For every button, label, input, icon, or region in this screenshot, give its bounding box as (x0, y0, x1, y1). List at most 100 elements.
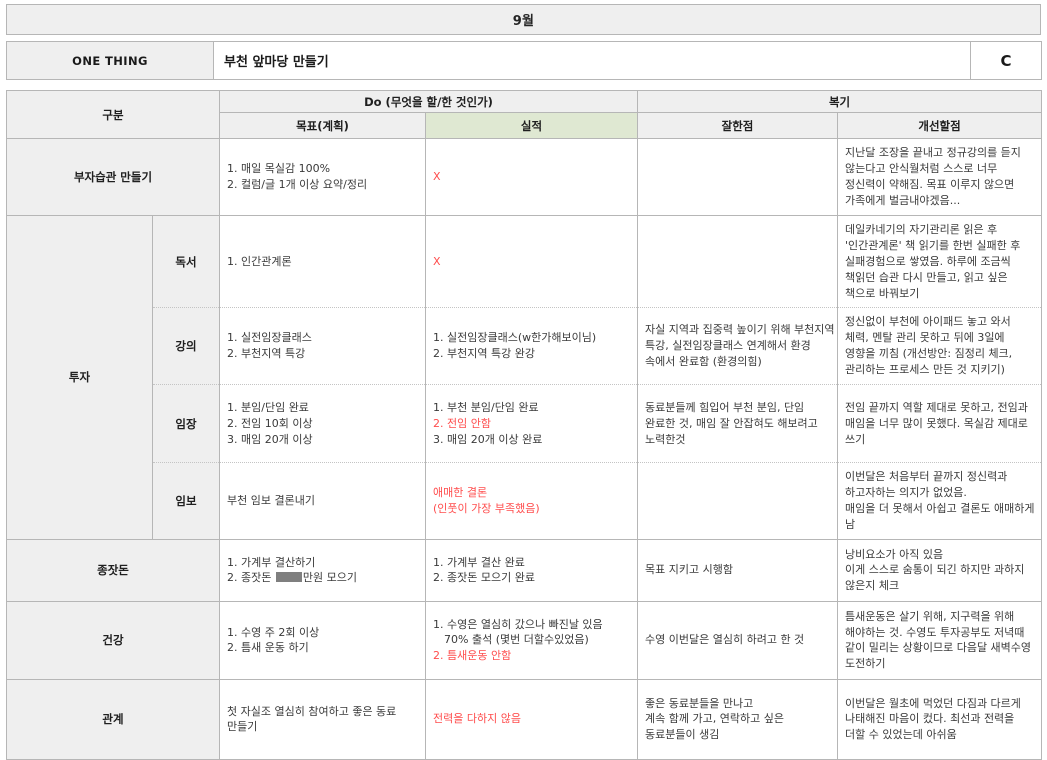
table-row: 부자습관 만들기 1. 매일 목실감 100% 2. 컬럼/글 1개 이상 요약/정… (5, 138, 1043, 216)
text-line: 데일카네기의 자기관리론 읽은 후 (845, 222, 998, 236)
text-line: 쓰기 (845, 432, 866, 446)
cell-improve[interactable]: 전임 끝까지 역할 제대로 못하고, 전임과 매임을 너무 많이 못했다. 목실감… (837, 384, 1043, 464)
cell-actual[interactable]: 1. 부천 분임/단임 완료 2. 전임 안함 3. 매임 20개 이상 완료 (425, 384, 639, 464)
text-line: 지난달 조장을 끝내고 정규강의를 듣지 (845, 146, 1021, 159)
cell-actual[interactable]: 애매한 결론 (인풋이 가장 부족했음) (425, 462, 639, 540)
text-line: 1. 가계부 결산 완료 (433, 555, 525, 569)
cell-improve[interactable]: 틈새운동은 살기 위해, 지구력을 위해 해야하는 것. 수영도 투자공부도 저녁… (837, 600, 1043, 680)
text-line: 속에서 완료함 (환경의힘) (645, 355, 762, 369)
review-grid: 구분 Do (무엇을 할/한 것인가) 복기 목표(계획) 실적 잘한점 개선할… (5, 90, 1043, 760)
text-line: 해야하는 것. 수영도 투자공부도 저녁때 (845, 625, 1025, 639)
row-subcategory: 강의 (151, 307, 221, 386)
cell-improve[interactable]: 이번달은 월초에 먹었던 다짐과 다르게 나태해진 마음이 컸다. 최선과 전력을… (837, 678, 1043, 760)
text-line: 자실 지역과 집중력 높이기 위해 부천지역 (645, 323, 835, 337)
column-group-do: Do (무엇을 할/한 것인가) (219, 90, 639, 113)
table-row: 강의 1. 실전임장클래스 2. 부천지역 특강 1. 실전임장클래스(w한가해보이님… (7, 307, 1043, 386)
cell-actual[interactable]: 전력을 다하지 않음 (425, 678, 639, 760)
cell-improve[interactable]: 지난달 조장을 끝내고 정규강의를 듣지 않는다고 안식월처럼 스스로 너무 정신력… (837, 138, 1043, 216)
cell-goal[interactable]: 1. 인간관계론 (219, 214, 427, 309)
grid-header: 구분 Do (무엇을 할/한 것인가) 복기 목표(계획) 실적 잘한점 개선할… (5, 90, 1043, 139)
text-line: 매임을 더 못해서 아쉽고 결론도 애매하게 (845, 502, 1035, 516)
text-line: 부천 임보 결론내기 (227, 494, 315, 508)
text-line: 2. 부천지역 특강 완강 (433, 347, 535, 361)
table-row: 임보 부천 임보 결론내기 애매한 결론 (인풋이 가장 부족했음) 이번달은 처음부터… (7, 462, 1043, 540)
column-header-good: 잘한점 (637, 112, 839, 139)
row-subcategory: 임보 (151, 462, 221, 540)
table-row: 종잣돈 1. 가계부 결산하기 2. 종잣돈 만원 모으기 1. 가계부 결산 완료 2… (5, 538, 1043, 602)
text-line: 3. 매임 20개 이상 완료 (433, 432, 543, 446)
row-category: 종잣돈 (5, 538, 221, 602)
text-line: 매임을 너무 많이 못했다. 목실감 제대로 (845, 416, 1028, 430)
cell-actual[interactable]: X (425, 214, 639, 309)
row-subcategory: 임장 (151, 384, 221, 464)
cell-good[interactable]: 목표 지키고 시행함 (637, 538, 839, 602)
text-line: 책읽던 습관 다시 만들고, 읽고 싶은 (845, 270, 1008, 284)
month-banner-row: 9월 (6, 4, 1041, 35)
cell-goal[interactable]: 1. 매일 목실감 100% 2. 컬럼/글 1개 이상 요약/정리 (219, 138, 427, 216)
text-line: 완료한 것, 매임 잘 안잡혀도 해보려고 (645, 416, 818, 430)
table-row: 투자 독서 1. 인간관계론 X 데일카네기의 자기관리론 읽은 후 '인간관계론' 책 … (6, 214, 1043, 540)
text-line: 특강, 실전임장클래스 연계해서 환경 (645, 339, 811, 353)
cell-goal[interactable]: 1. 수영 주 2회 이상 2. 틈새 운동 하기 (219, 600, 427, 680)
text-line: 1. 가계부 결산하기 (227, 555, 316, 569)
text-line: 관리하는 프로세스 만든 것 지키기) (845, 363, 1005, 377)
text-line: 도전하기 (845, 657, 886, 671)
text-line: '인간관계론' 책 읽기를 한번 실패한 후 (845, 238, 1021, 252)
cell-goal[interactable]: 1. 가계부 결산하기 2. 종잣돈 만원 모으기 (219, 538, 427, 602)
text-line: 않는다고 안식월처럼 스스로 너무 (845, 161, 998, 175)
cell-goal[interactable]: 부천 임보 결론내기 (219, 462, 427, 540)
grid-body: 부자습관 만들기 1. 매일 목실감 100% 2. 컬럼/글 1개 이상 요약/정… (5, 138, 1043, 760)
text-line: 가족에게 벌금내야겠음... (845, 193, 961, 207)
text-line: 2. 종잣돈 모으기 완료 (433, 571, 535, 585)
text-line: 1. 인간관계론 (227, 254, 292, 268)
cell-improve[interactable]: 낭비요소가 아직 있음 이게 스스로 숨통이 되긴 하지만 과하지 않은지 체크 (837, 538, 1043, 602)
cell-good[interactable] (637, 214, 839, 309)
one-thing-row: ONE THING 부천 앞마당 만들기 C (6, 41, 1042, 80)
cell-actual[interactable]: 1. 수영은 열심히 갔으나 빠진날 있음 70% 출석 (몇번 더할수있었음) 2… (425, 600, 639, 680)
text-line: 2. 종잣돈 만원 모으기 (227, 571, 357, 585)
text-line: 1. 부천 분임/단임 완료 (433, 400, 539, 414)
cell-good[interactable] (637, 462, 839, 540)
cell-actual[interactable]: 1. 가계부 결산 완료 2. 종잣돈 모으기 완료 (425, 538, 639, 602)
text-line: 체력, 멘탈 관리 못하고 뒤에 3일에 (845, 331, 1005, 345)
cell-actual[interactable]: X (425, 138, 639, 216)
cell-goal[interactable]: 첫 자실조 열심히 참여하고 좋은 동료 만들기 (219, 678, 427, 760)
cell-good[interactable]: 좋은 동료분들을 만나고 계속 함께 가고, 연락하고 싶은 동료분들이 생김 (637, 678, 839, 760)
one-thing-table: ONE THING 부천 앞마당 만들기 C (6, 41, 1042, 80)
one-thing-grade[interactable]: C (970, 41, 1042, 80)
text-line: 2. 컬럼/글 1개 이상 요약/정리 (227, 177, 368, 191)
one-thing-value[interactable]: 부천 앞마당 만들기 (213, 41, 971, 80)
cell-good[interactable] (637, 138, 839, 216)
text-line: 계속 함께 가고, 연락하고 싶은 (645, 712, 784, 726)
header-row-sub: 목표(계획) 실적 잘한점 개선할점 (7, 112, 1043, 139)
row-category: 건강 (5, 600, 221, 680)
text-line: 실패경험으로 쌓였음. 하루에 조금씩 (845, 254, 1011, 268)
text-line: 1. 수영 주 2회 이상 (227, 625, 320, 639)
column-header-actual: 실적 (425, 112, 639, 139)
cell-goal[interactable]: 1. 실전임장클래스 2. 부천지역 특강 (219, 307, 427, 386)
cell-good[interactable]: 수영 이번달은 열심히 하려고 한 것 (637, 600, 839, 680)
cell-actual[interactable]: 1. 실전임장클래스(w한가해보이님) 2. 부천지역 특강 완강 (425, 307, 639, 386)
text-line: 낭비요소가 아직 있음 (845, 547, 944, 561)
text-line: 2. 전임 10회 이상 (227, 416, 313, 430)
text-line: 2. 틈새운동 안함 (433, 649, 512, 663)
text-line: 2. 전임 안함 (433, 416, 491, 430)
cell-improve[interactable]: 이번달은 처음부터 끝까지 정신력과 하고자하는 의지가 없었음. 매임을 더 못해… (837, 462, 1043, 540)
cell-goal[interactable]: 1. 분임/단임 완료 2. 전임 10회 이상 3. 매임 20개 이상 (219, 384, 427, 464)
column-header-goal: 목표(계획) (219, 112, 427, 139)
text-line: 책으로 바꿔보기 (845, 286, 920, 300)
text-line: 더할 수 있었는데 아쉬움 (845, 728, 957, 742)
month-title: 9월 (6, 4, 1041, 35)
cell-improve[interactable]: 정신없이 부천에 아이패드 놓고 와서 체력, 멘탈 관리 못하고 뒤에 3일에 영… (837, 307, 1043, 386)
text-line: 나태해진 마음이 컸다. 최선과 전력을 (845, 712, 1015, 726)
text-line: 1. 매일 목실감 100% (227, 161, 331, 175)
text-line: 목표 지키고 시행함 (645, 563, 733, 577)
table-row: 임장 1. 분임/단임 완료 2. 전임 10회 이상 3. 매임 20개 이상 1. … (7, 384, 1043, 464)
text-line: 수영 이번달은 열심히 하려고 한 것 (645, 633, 805, 647)
text-line: 동료분들께 힘입어 부천 분임, 단임 (645, 400, 805, 414)
redaction-box (275, 572, 302, 583)
